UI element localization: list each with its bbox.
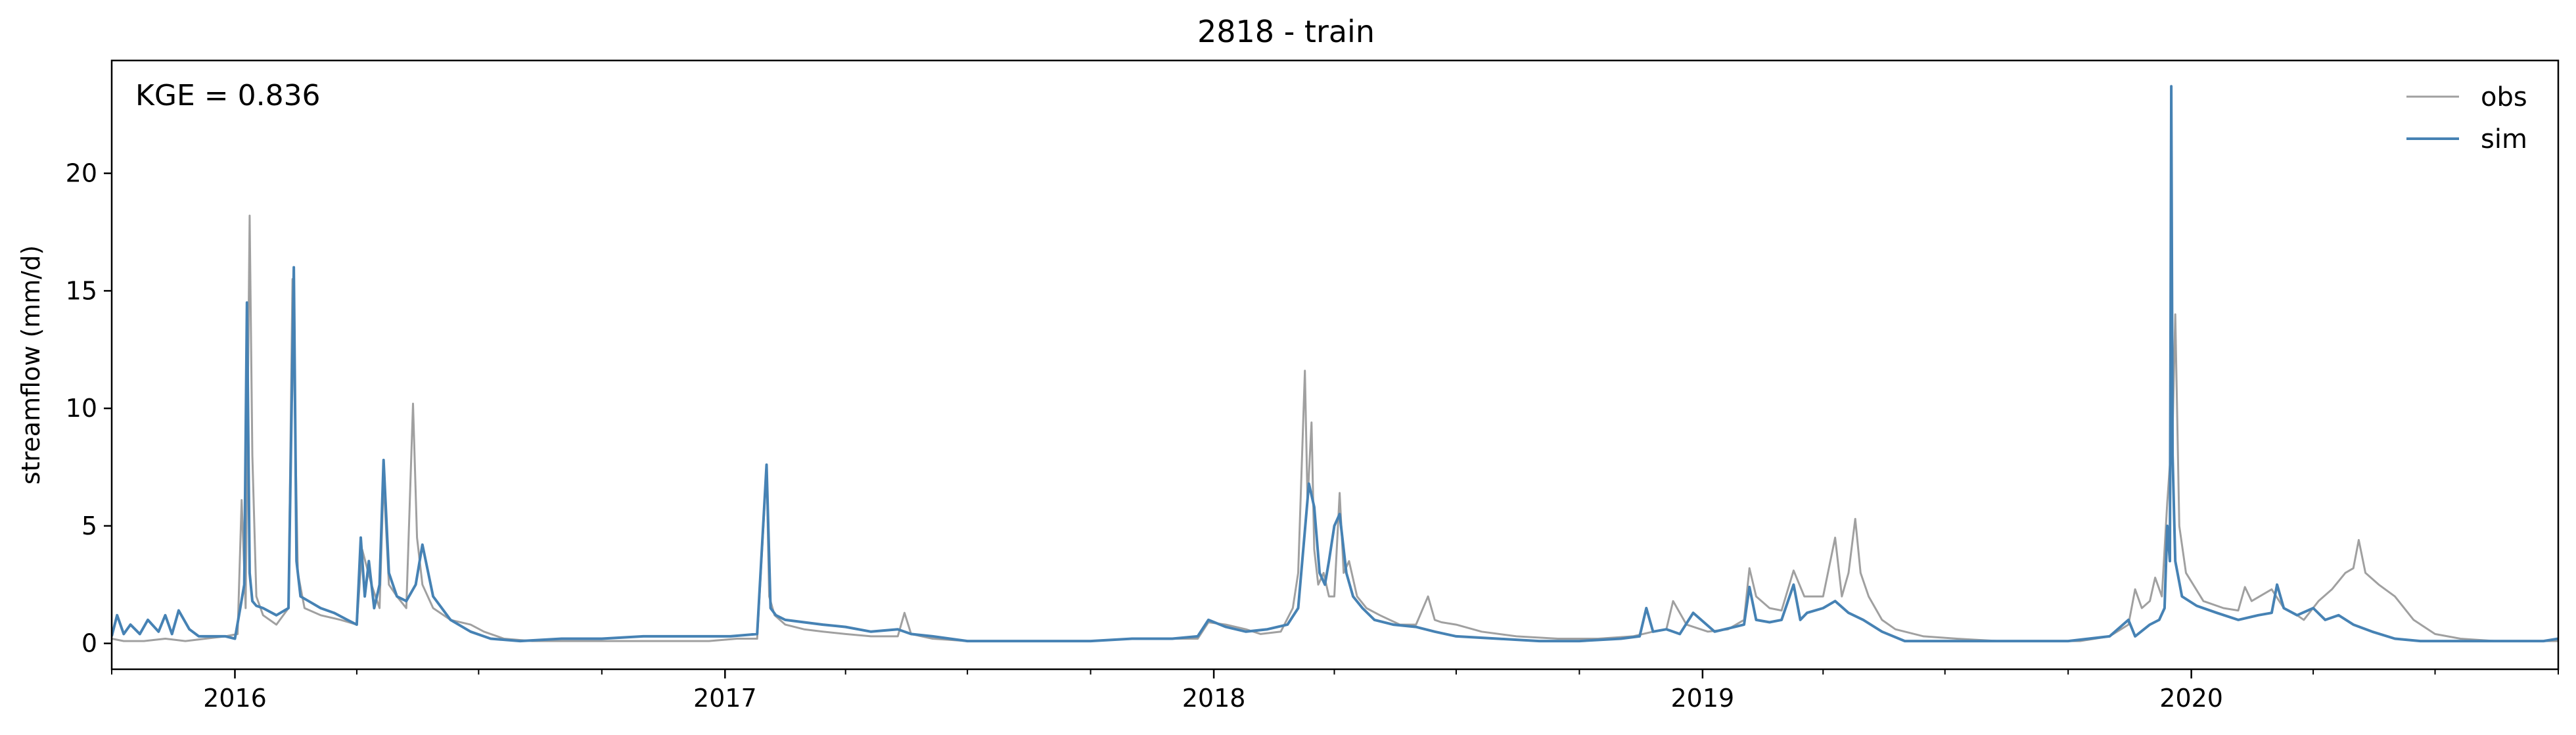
x-tick-label: 2016 <box>203 684 267 713</box>
legend-label-sim: sim <box>2481 124 2527 154</box>
y-tick-label: 10 <box>66 394 97 423</box>
y-axis: 0 5 10 15 20 <box>66 159 112 658</box>
legend-label-obs: obs <box>2481 82 2527 112</box>
plot-frame <box>110 59 2560 671</box>
x-tick-label: 2018 <box>1182 684 1246 713</box>
y-tick-label: 15 <box>66 276 97 305</box>
x-tick-label: 2017 <box>693 684 757 713</box>
y-tick-label: 20 <box>66 159 97 188</box>
x-tick-label: 2020 <box>2159 684 2223 713</box>
x-tick-label: 2019 <box>1671 684 1735 713</box>
series-line-sim <box>112 85 2558 643</box>
legend: obs sim <box>2406 82 2527 154</box>
series-layer <box>112 85 2558 643</box>
chart-title: 2818 - train <box>1197 14 1375 49</box>
y-tick-label: 0 <box>81 629 97 658</box>
y-tick-label: 5 <box>81 511 97 540</box>
y-axis-label: streamflow (mm/d) <box>16 245 45 485</box>
kge-annotation: KGE = 0.836 <box>135 79 321 112</box>
x-axis: 2016 2017 2018 2019 2020 <box>111 669 2559 713</box>
